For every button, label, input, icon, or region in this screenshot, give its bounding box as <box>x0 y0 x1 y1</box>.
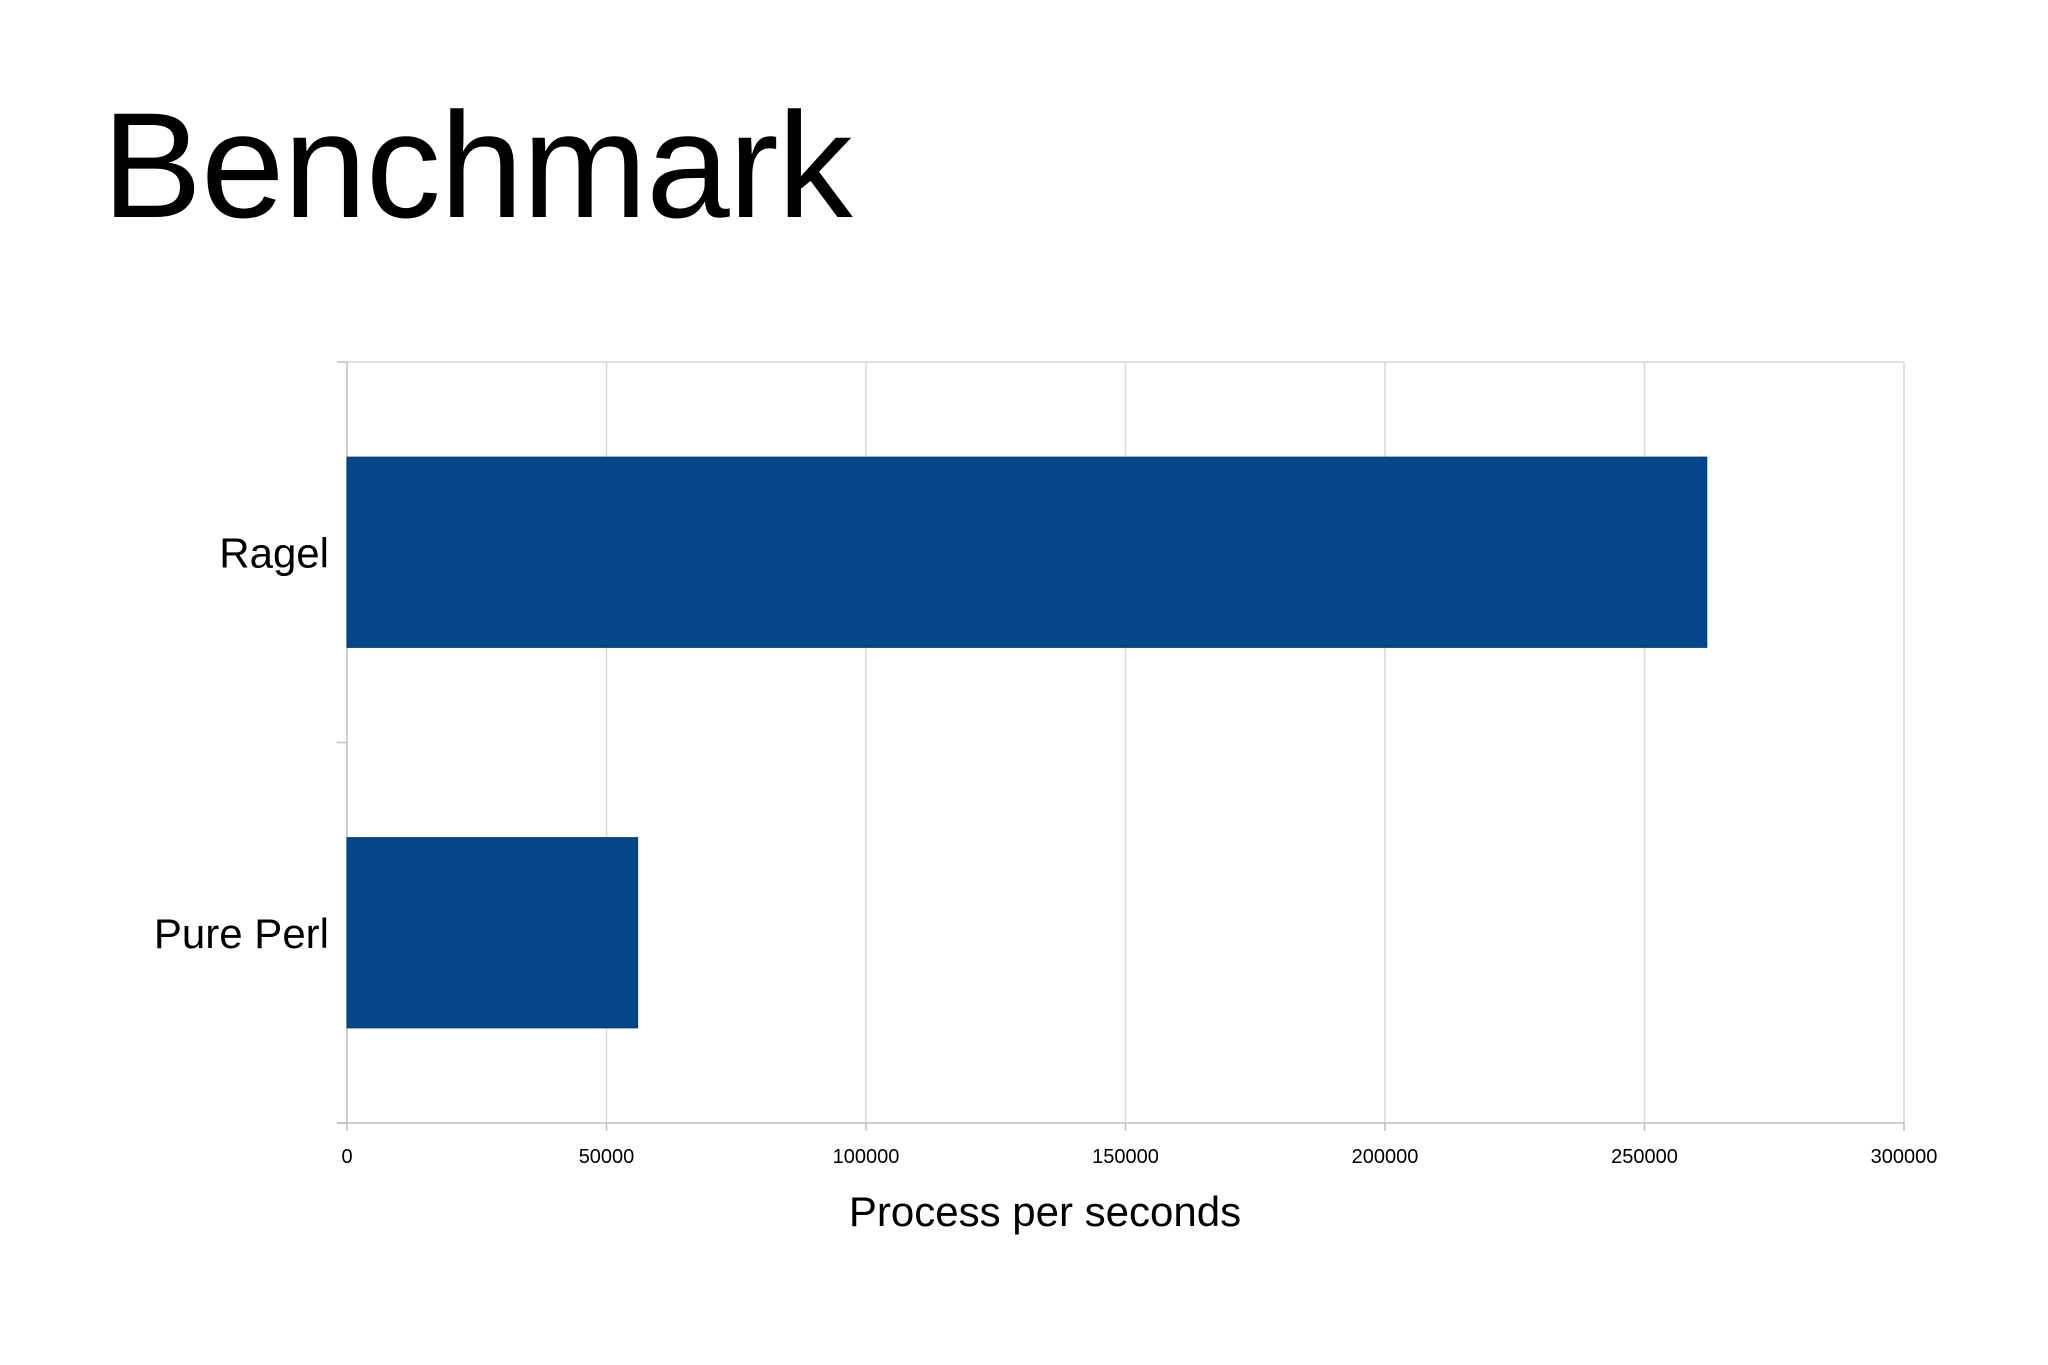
x-tick-label: 0 <box>341 1146 352 1168</box>
x-tick-label: 50000 <box>579 1146 635 1168</box>
x-axis-title: Process per seconds <box>849 1188 1241 1235</box>
slide-title: Benchmark <box>102 81 853 249</box>
bar <box>346 837 639 1029</box>
y-category-label: Pure Perl <box>154 910 329 957</box>
x-tick-label: 150000 <box>1092 1146 1159 1168</box>
x-tick-label: 200000 <box>1352 1146 1419 1168</box>
x-tick-label: 250000 <box>1611 1146 1678 1168</box>
bars <box>346 456 1708 1029</box>
y-category-label: Ragel <box>219 529 329 576</box>
bar <box>346 456 1708 648</box>
x-tick-label: 100000 <box>833 1146 900 1168</box>
x-tick-label: 300000 <box>1871 1146 1938 1168</box>
labels: 0 50000 100000 150000 200000 250000 300000 Rage… <box>154 529 1937 1168</box>
